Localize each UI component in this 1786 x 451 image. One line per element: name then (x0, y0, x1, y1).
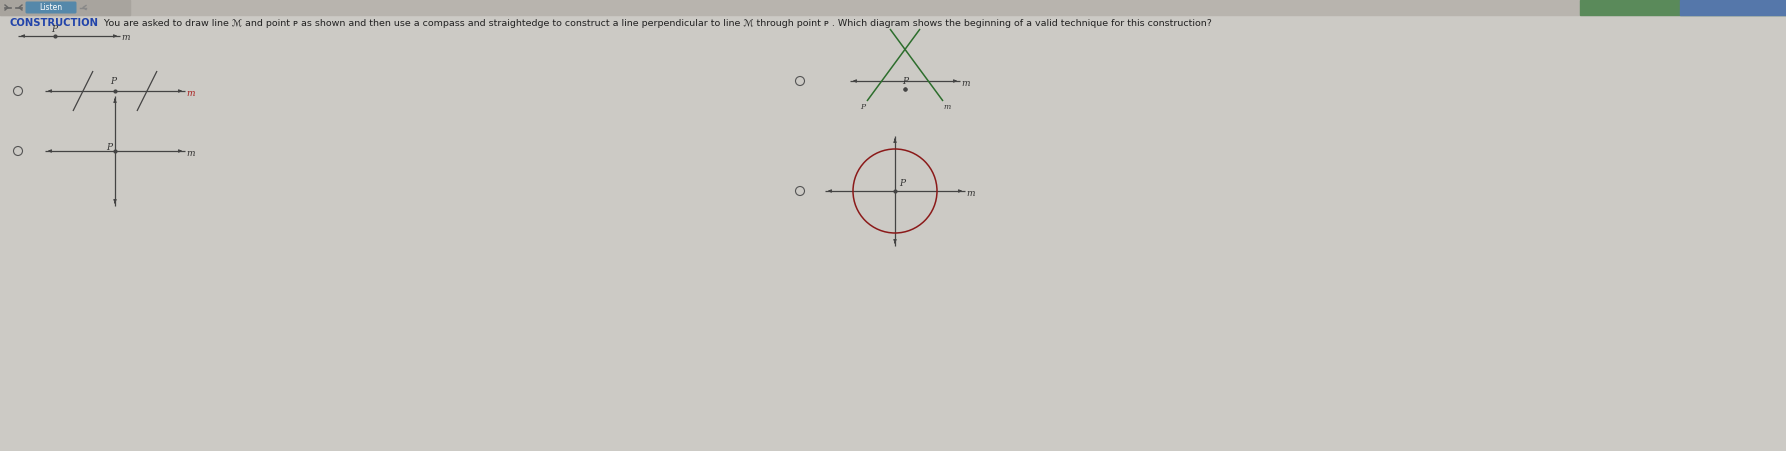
Bar (0, 0, 130, 15)
Text: P: P (111, 78, 116, 87)
Text: m: m (188, 88, 195, 97)
Text: m: m (188, 148, 195, 157)
Text: m: m (961, 78, 970, 87)
Text: m: m (121, 33, 130, 42)
Bar (1581, 0, 1786, 15)
Text: CONSTRUCTION: CONSTRUCTION (11, 18, 98, 28)
Text: P: P (52, 26, 57, 34)
Text: Listen: Listen (39, 3, 63, 12)
Text: P: P (902, 77, 907, 86)
Text: m: m (966, 189, 975, 198)
Text: m: m (943, 103, 950, 111)
FancyBboxPatch shape (27, 2, 75, 13)
Bar (0, 0, 1786, 15)
Text: P: P (105, 143, 113, 152)
Bar (1681, 0, 1786, 15)
Text: P: P (898, 179, 906, 189)
Text: You are asked to draw line ℳ and point ᴘ as shown and then use a compass and str: You are asked to draw line ℳ and point ᴘ… (98, 18, 1213, 28)
Text: P: P (861, 103, 866, 111)
